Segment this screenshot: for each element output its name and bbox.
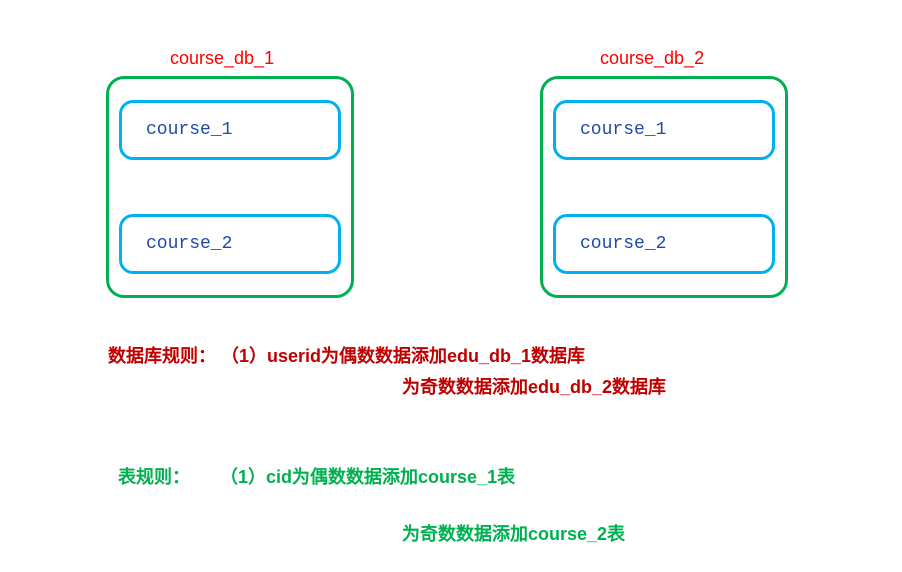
db2-table1: course_1 [553, 100, 775, 160]
db2-container: course_1 course_2 [540, 76, 788, 298]
db1-table2: course_2 [119, 214, 341, 274]
db2-label: course_db_2 [600, 48, 704, 69]
db1-label: course_db_1 [170, 48, 274, 69]
database-rule: 数据库规则： （1）userid为偶数数据添加edu_db_1数据库 为奇数数据… [108, 344, 666, 400]
db1-table1: course_1 [119, 100, 341, 160]
db1-container: course_1 course_2 [106, 76, 354, 298]
table-rule-line2: 为奇数数据添加course_2表 [108, 522, 625, 547]
database-rule-line2: 为奇数数据添加edu_db_2数据库 [108, 375, 666, 400]
database-rule-line1: 数据库规则： （1）userid为偶数数据添加edu_db_1数据库 [108, 346, 585, 366]
db2-table2: course_2 [553, 214, 775, 274]
table-rule-line1: 表规则： （1）cid为偶数数据添加course_1表 [118, 467, 515, 487]
table-rule: 表规则： （1）cid为偶数数据添加course_1表 为奇数数据添加cours… [108, 440, 625, 572]
